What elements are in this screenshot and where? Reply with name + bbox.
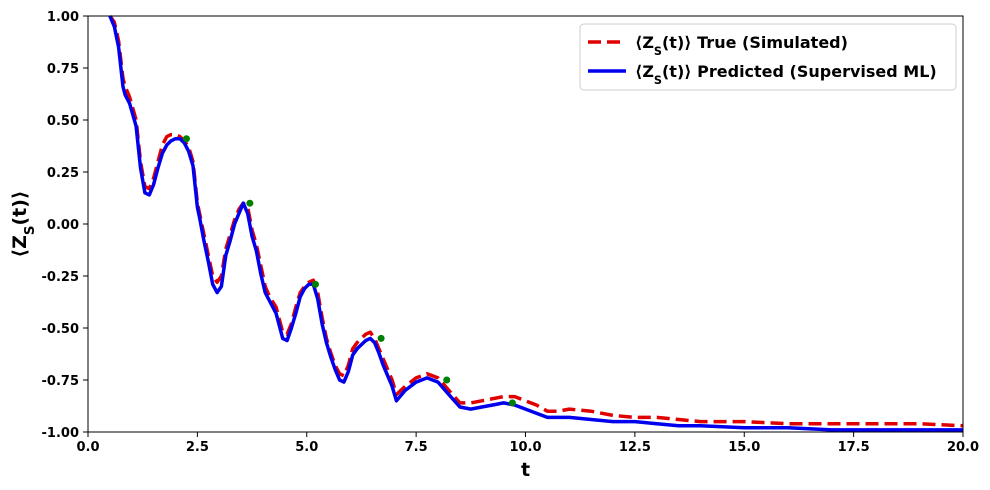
x-tick-label: 5.0: [295, 440, 318, 455]
x-axis-ticks: 0.0 2.5 5.0 7.5 10.0 12.5 15.0 17.5 20.0: [76, 432, 979, 455]
y-tick-label: 1.00: [47, 10, 79, 25]
y-tick-label: 0.25: [47, 166, 79, 181]
legend: ⟨ZS(t)⟩ True (Simulated) ⟨ZS(t)⟩ Predicte…: [579, 23, 957, 91]
x-tick-label: 0.0: [76, 440, 99, 455]
series-line-predicted: [108, 15, 963, 432]
marker-point: [377, 334, 385, 342]
y-axis-ticks: 1.00 0.75 0.50 0.25 0.00 -0.25 -0.50 -0.75 -1.00: [42, 10, 88, 441]
x-tick-label: 2.5: [186, 440, 209, 455]
y-tick-label: -0.25: [42, 270, 79, 285]
x-tick-label: 20.0: [947, 440, 979, 455]
y-tick-label: -1.00: [42, 426, 79, 441]
x-tick-label: 12.5: [619, 440, 651, 455]
y-tick-label: 0.00: [47, 218, 79, 233]
marker-points: [182, 135, 516, 407]
legend-label: ⟨ZS(t)⟩ True (Simulated): [635, 33, 848, 58]
y-tick-label: 0.50: [47, 114, 79, 129]
x-tick-label: 15.0: [728, 440, 760, 455]
x-tick-label: 7.5: [405, 440, 428, 455]
marker-point: [182, 135, 190, 143]
x-axis-label: t: [521, 459, 530, 481]
marker-point: [246, 199, 254, 207]
x-tick-label: 17.5: [838, 440, 870, 455]
x-tick-label: 10.0: [509, 440, 541, 455]
y-tick-label: -0.50: [42, 322, 79, 337]
marker-point: [443, 376, 451, 384]
y-tick-label: 0.75: [47, 62, 79, 77]
legend-label: ⟨ZS(t)⟩ Predicted (Supervised ML): [635, 62, 937, 87]
marker-point: [508, 399, 516, 407]
y-tick-label: -0.75: [42, 374, 79, 389]
y-axis-label: ⟨ZS(t)⟩: [9, 190, 38, 257]
marker-point: [312, 280, 319, 288]
legend-box: [579, 23, 957, 91]
